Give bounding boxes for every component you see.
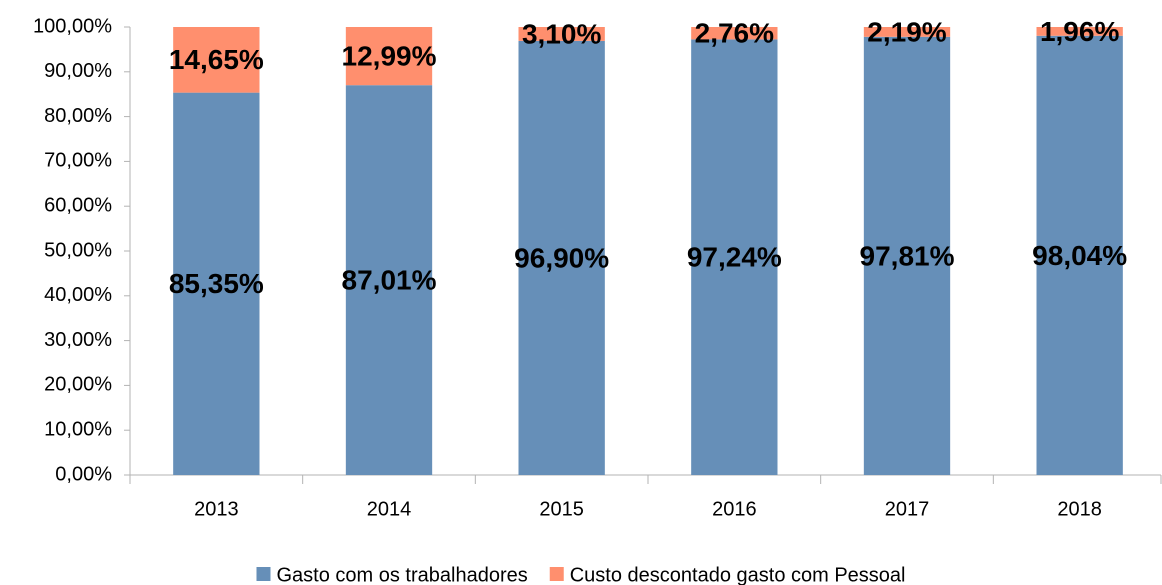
data-label: 1,96% <box>1040 16 1119 47</box>
bar-segment <box>173 92 260 475</box>
bar-segment <box>173 27 260 93</box>
data-label: 98,04% <box>1032 240 1127 271</box>
legend-swatch <box>549 567 564 581</box>
legend-swatch <box>256 567 271 581</box>
data-label: 97,24% <box>687 242 782 273</box>
data-label: 87,01% <box>342 264 437 295</box>
data-label: 3,10% <box>522 18 601 49</box>
y-tick-label: 30,00% <box>44 329 112 351</box>
x-tick-label: 2017 <box>885 498 930 520</box>
x-tick-label: 2016 <box>712 498 757 520</box>
y-tick-label: 20,00% <box>44 374 112 396</box>
y-tick-label: 100,00% <box>33 15 112 37</box>
legend-label: Custo descontado gasto com Pessoal <box>570 564 906 585</box>
data-label: 97,81% <box>860 240 955 271</box>
bar-segment <box>1036 35 1123 476</box>
y-tick-label: 80,00% <box>44 105 112 127</box>
bar-segment <box>863 36 951 476</box>
data-label: 2,19% <box>867 16 946 47</box>
bar-segment <box>691 39 778 475</box>
x-tick-label: 2018 <box>1057 498 1102 520</box>
data-label: 14,65% <box>169 44 264 75</box>
bar-segment <box>691 27 778 40</box>
data-label: 2,76% <box>695 18 774 49</box>
data-label: 85,35% <box>169 268 264 299</box>
data-label: 96,90% <box>514 242 609 273</box>
y-tick-label: 40,00% <box>44 284 112 306</box>
y-tick-label: 90,00% <box>44 60 112 82</box>
legend-label: Gasto com os trabalhadores <box>276 564 527 585</box>
bar-segment <box>518 40 605 475</box>
bar-segment <box>345 27 433 86</box>
y-tick-label: 0,00% <box>55 463 112 485</box>
y-tick-label: 50,00% <box>44 239 112 261</box>
x-tick-label: 2015 <box>539 498 584 520</box>
data-label: 12,99% <box>342 40 437 71</box>
x-tick-label: 2014 <box>367 498 412 520</box>
y-tick-label: 10,00% <box>44 418 112 440</box>
x-tick-label: 2013 <box>194 498 239 520</box>
y-tick-label: 70,00% <box>44 150 112 172</box>
bar-segment <box>863 27 951 37</box>
bar-segment <box>1036 27 1123 36</box>
y-tick-label: 60,00% <box>44 194 112 216</box>
bar-segment <box>345 85 433 476</box>
bar-segment <box>518 27 605 41</box>
